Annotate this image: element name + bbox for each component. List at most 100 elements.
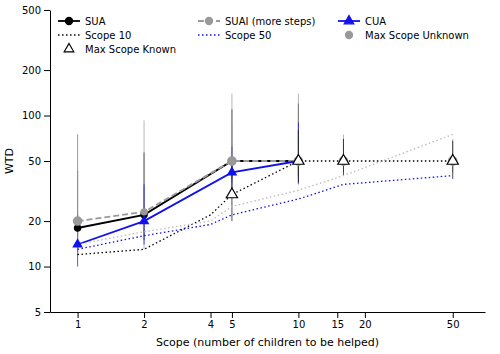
legend-label: Scope 50: [225, 30, 271, 41]
legend-label: Max Scope Known: [85, 44, 176, 55]
chart: 1 2 4 5 10 15 20 50 5 10 20 50 100 200 500 Scope (numbe…: [0, 0, 500, 354]
series-line: [78, 161, 453, 255]
lines: [78, 134, 453, 254]
y-axis-line: [50, 11, 51, 313]
x-tick-label: 5: [229, 319, 235, 330]
legend-item: Max Scope Unknown: [345, 30, 468, 41]
error-bar: [77, 134, 78, 254]
series-line: [78, 161, 299, 244]
legend-swatch-marker: [65, 17, 72, 24]
legend-item: SUAI (more steps): [198, 16, 315, 27]
data-point: [229, 158, 235, 164]
y-tick: 5: [35, 307, 50, 318]
y-tick-mark: [44, 10, 50, 11]
x-tick-mark: [144, 312, 145, 318]
x-tick-mark: [298, 312, 299, 318]
y-tick: 50: [28, 156, 50, 167]
legend-item: Scope 10: [58, 30, 131, 41]
x-tick: 10: [293, 312, 306, 330]
y-tick-mark: [44, 221, 50, 222]
y-tick-label: 500: [22, 5, 41, 16]
x-axis-line: [51, 312, 486, 313]
x-tick-mark: [337, 312, 338, 318]
y-tick-mark: [44, 70, 50, 71]
y-tick-mark: [44, 267, 50, 268]
y-tick-mark: [44, 312, 50, 313]
x-tick: 50: [447, 312, 460, 330]
x-tick-label: 4: [208, 319, 214, 330]
x-tick-mark: [365, 312, 366, 318]
data-point: [228, 157, 236, 165]
data-point: [226, 188, 237, 198]
y-tick-label: 200: [22, 65, 41, 76]
legend-item: SUA: [58, 16, 106, 27]
series-line: [78, 134, 453, 244]
legend-label: CUA: [365, 16, 386, 27]
series-line: [78, 176, 453, 250]
data-point: [140, 216, 149, 223]
x-tick-label: 1: [75, 319, 81, 330]
y-axis-title: WTD: [3, 148, 16, 174]
y-tick-mark: [44, 161, 50, 162]
data-point: [141, 209, 147, 215]
legend-label: SUA: [85, 16, 106, 27]
y-tick-label: 50: [28, 156, 41, 167]
y-tick: 200: [22, 65, 50, 76]
x-tick-label: 20: [359, 319, 372, 330]
data-point: [338, 154, 349, 164]
legend-label: SUAI (more steps): [225, 16, 315, 27]
x-tick: 1: [75, 312, 81, 330]
y-tick: 20: [28, 216, 50, 227]
x-tick: 2: [141, 312, 147, 330]
x-tick-mark: [78, 312, 79, 318]
markers: [73, 154, 458, 246]
legend-item: CUA: [338, 15, 386, 26]
legend-swatch-line: [198, 34, 220, 35]
series-line: [78, 161, 299, 221]
legend-item: Scope 50: [198, 30, 271, 41]
x-tick: 5: [229, 312, 235, 330]
x-tick-mark: [453, 312, 454, 318]
x-axis: 1 2 4 5 10 15 20 50: [51, 312, 486, 330]
data-point: [293, 154, 304, 164]
x-tick-label: 2: [141, 319, 147, 330]
legend-swatch-line: [58, 34, 80, 35]
data-point: [229, 158, 235, 164]
x-tick: 4: [208, 312, 214, 330]
y-tick-label: 5: [35, 307, 41, 318]
x-tick: 15: [331, 312, 344, 330]
chart-container: 1 2 4 5 10 15 20 50 5 10 20 50 100 200 500 Scope (numbe…: [0, 0, 500, 354]
y-tick: 500: [22, 5, 50, 16]
x-tick-mark: [211, 312, 212, 318]
data-point: [447, 154, 458, 164]
data-point: [74, 218, 80, 224]
legend: SUA SUAI (more steps) CUA Scope 10 Scope 50 M…: [58, 15, 469, 54]
legend-label: Scope 10: [85, 30, 131, 41]
legend-swatch-marker: [64, 43, 74, 51]
y-tick-label: 20: [28, 216, 41, 227]
y-tick-mark: [44, 116, 50, 117]
legend-label: Max Scope Unknown: [365, 30, 469, 41]
x-tick-label: 10: [293, 319, 306, 330]
y-tick-label: 100: [22, 110, 41, 121]
plot-area: [73, 93, 458, 266]
data-point: [73, 217, 81, 225]
x-tick-mark: [232, 312, 233, 318]
data-point: [228, 167, 237, 174]
error-bars: [78, 93, 453, 266]
legend-swatch-marker: [205, 17, 212, 24]
y-axis: 5 10 20 50 100 200 500: [22, 5, 51, 318]
y-tick: 100: [22, 110, 50, 121]
legend-item: Max Scope Known: [64, 43, 176, 54]
x-tick: 20: [359, 312, 372, 330]
legend-swatch-marker: [344, 15, 354, 23]
error-bar: [77, 134, 78, 254]
y-tick-label: 10: [28, 261, 41, 272]
legend-swatch-marker: [345, 31, 352, 38]
y-tick: 10: [28, 261, 50, 272]
error-bar: [144, 120, 145, 249]
data-point: [73, 240, 82, 247]
x-tick-label: 50: [447, 319, 460, 330]
series-line: [78, 161, 299, 228]
x-axis-title: Scope (number of children to be helped): [156, 336, 379, 349]
